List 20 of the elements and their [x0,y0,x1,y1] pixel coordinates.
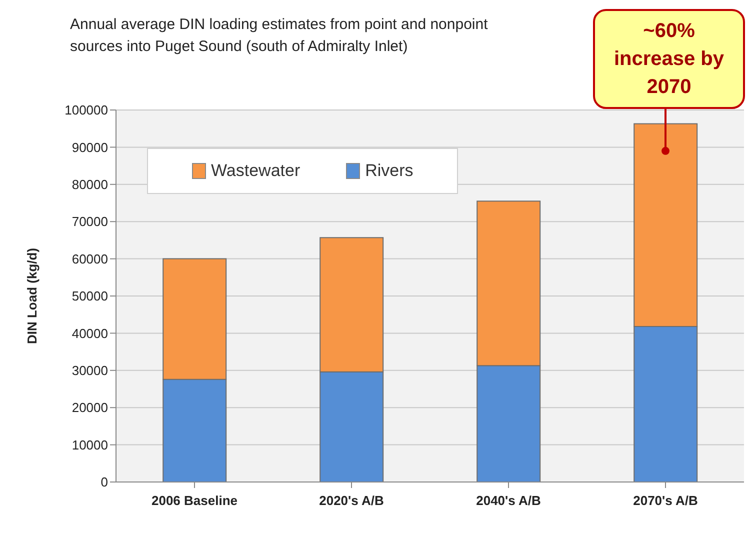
x-tick-label: 2020's A/B [319,493,384,508]
y-tick-label: 90000 [72,140,108,155]
y-tick-label: 50000 [72,288,108,304]
chart-title: Annual average DIN loading estimates from point and nonpoint sources into Puget Sound (south of Admiralty Inlet) [70,15,489,57]
y-tick-label: 0 [100,474,108,490]
legend-label: Rivers [364,161,414,181]
x-tick-label: 2070's A/B [633,493,698,508]
y-axis-title: DIN Load (kg/d) [24,248,40,344]
y-tick-label: 70000 [72,214,108,230]
y-tick-label: 60000 [72,251,108,266]
x-tick-label: 2006 Baseline [151,493,238,508]
annotation: ~60% increase by 2070 [594,10,744,108]
y-tick-label: 100000 [64,102,108,118]
x-tick-label: 2040's A/B [476,493,541,508]
y-tick-label: 40000 [72,326,108,341]
y-tick-label: 30000 [72,363,108,378]
y-tick-label: 80000 [72,177,108,192]
y-tick-label: 20000 [72,400,108,416]
legend-label: Wastewater [210,161,300,181]
y-tick-label: 10000 [72,437,108,452]
